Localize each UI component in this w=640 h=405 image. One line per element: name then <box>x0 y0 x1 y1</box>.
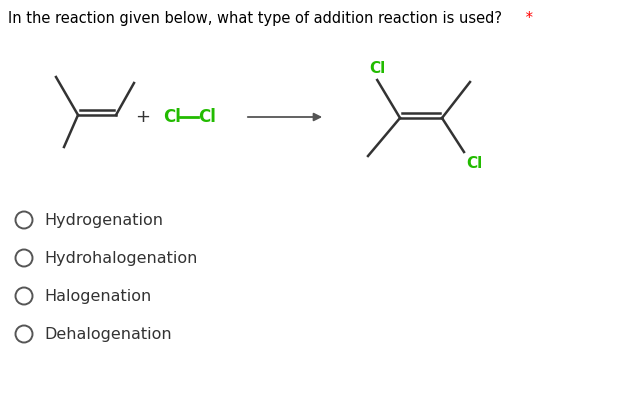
Text: Hydrohalogenation: Hydrohalogenation <box>44 251 197 266</box>
Text: Cl: Cl <box>466 156 483 171</box>
Text: Hydrogenation: Hydrogenation <box>44 213 163 228</box>
Text: Halogenation: Halogenation <box>44 288 151 303</box>
Text: Cl: Cl <box>369 61 385 76</box>
Text: Dehalogenation: Dehalogenation <box>44 326 172 341</box>
Text: In the reaction given below, what type of addition reaction is used?: In the reaction given below, what type o… <box>8 11 502 26</box>
Text: +: + <box>136 108 150 126</box>
Text: Cl: Cl <box>163 108 181 126</box>
Text: Cl: Cl <box>198 108 216 126</box>
Text: *: * <box>521 11 533 26</box>
